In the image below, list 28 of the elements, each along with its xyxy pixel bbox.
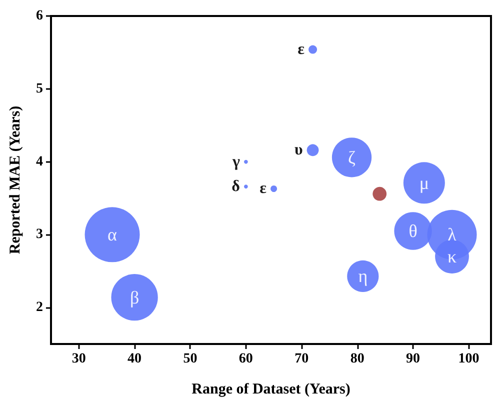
data-label: δ	[232, 178, 240, 196]
x-tick-label: 40	[128, 352, 142, 366]
x-axis-title: Range of Dataset (Years)	[192, 382, 350, 398]
x-tick-label: 60	[238, 352, 253, 366]
data-label: μ	[419, 172, 429, 193]
data-label: ζ	[348, 147, 356, 168]
y-tick-label: 6	[36, 8, 43, 24]
data-label: ε	[298, 41, 305, 58]
y-tick-label: 4	[36, 154, 43, 170]
data-label: β	[130, 287, 140, 308]
x-tick-label: 90	[406, 352, 420, 366]
data-label: ε	[260, 180, 267, 198]
y-tick-label: 2	[36, 300, 43, 316]
x-tick-label: 100	[458, 352, 480, 366]
x-tick-label: 80	[350, 352, 364, 366]
data-label: γ	[232, 153, 241, 170]
data-label: α	[108, 224, 118, 245]
y-tick-label: 5	[36, 81, 43, 96]
data-label: η	[358, 266, 368, 286]
x-tick-label: 30	[72, 352, 86, 366]
y-tick-label: 3	[36, 227, 43, 242]
y-axis-title: Reported MAE (Years)	[8, 106, 24, 254]
data-label: λ	[448, 224, 457, 245]
data-label: θ	[408, 221, 418, 242]
data-label: υ	[294, 142, 303, 159]
x-tick-label: 50	[183, 352, 198, 366]
data-label: κ	[447, 246, 457, 267]
x-tick-label: 70	[294, 352, 309, 366]
